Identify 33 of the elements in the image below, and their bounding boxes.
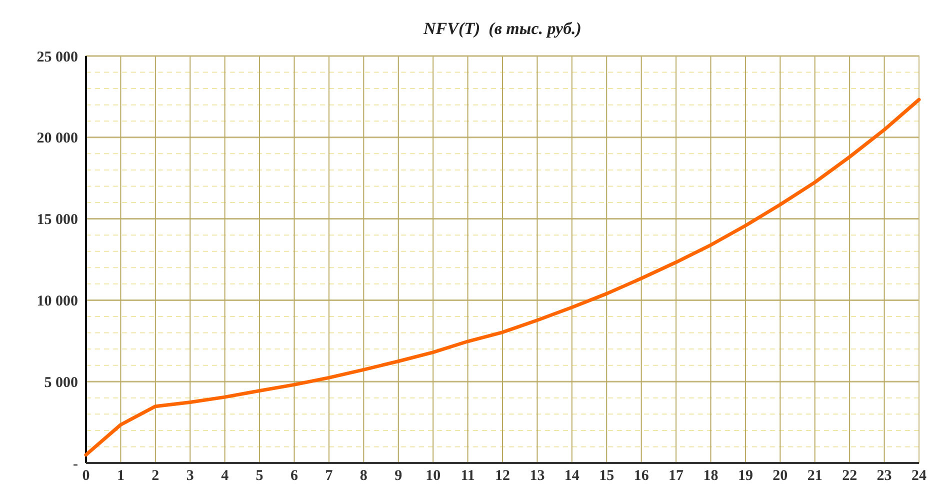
x-tick-label: 19 <box>738 468 753 484</box>
y-tick-label: 5 000 <box>44 374 78 391</box>
x-tick-label: 23 <box>876 468 892 484</box>
x-tick-label: 16 <box>634 468 650 484</box>
x-tick-label: 15 <box>599 468 614 484</box>
y-tick-label: 10 000 <box>36 293 78 310</box>
x-tick-label: 17 <box>668 468 684 484</box>
x-tick-label: 0 <box>82 468 90 484</box>
x-tick-label: 13 <box>530 468 545 484</box>
x-tick-label: 2 <box>152 468 160 484</box>
x-tick-label: 10 <box>426 468 441 484</box>
x-tick-label: 7 <box>325 468 334 484</box>
x-tick-label: 14 <box>564 468 580 484</box>
x-tick-label: 12 <box>495 468 510 484</box>
y-tick-label: 20 000 <box>36 130 78 147</box>
x-tick-label: 22 <box>842 468 858 484</box>
x-tick-label: 4 <box>221 468 230 484</box>
x-tick-label: 9 <box>394 468 402 484</box>
x-tick-label: 3 <box>186 468 194 484</box>
x-tick-label: 5 <box>256 468 264 484</box>
y-tick-label: 25 000 <box>36 49 78 66</box>
x-tick-label: 6 <box>290 468 298 484</box>
line-series <box>84 98 921 457</box>
x-tick-label: 1 <box>116 468 124 484</box>
x-tick-label: 21 <box>807 468 822 484</box>
x-tick-label: 20 <box>772 468 788 484</box>
chart-title: NFV(T) (в тыс. руб.) <box>422 19 582 38</box>
y-tick-label: - <box>73 456 78 472</box>
y-tick-label: 15 000 <box>36 212 78 228</box>
x-tick-label: 18 <box>703 468 718 484</box>
x-tick-label: 11 <box>460 468 475 484</box>
x-tick-label: 8 <box>360 468 368 484</box>
x-tick-label: 24 <box>912 468 927 484</box>
